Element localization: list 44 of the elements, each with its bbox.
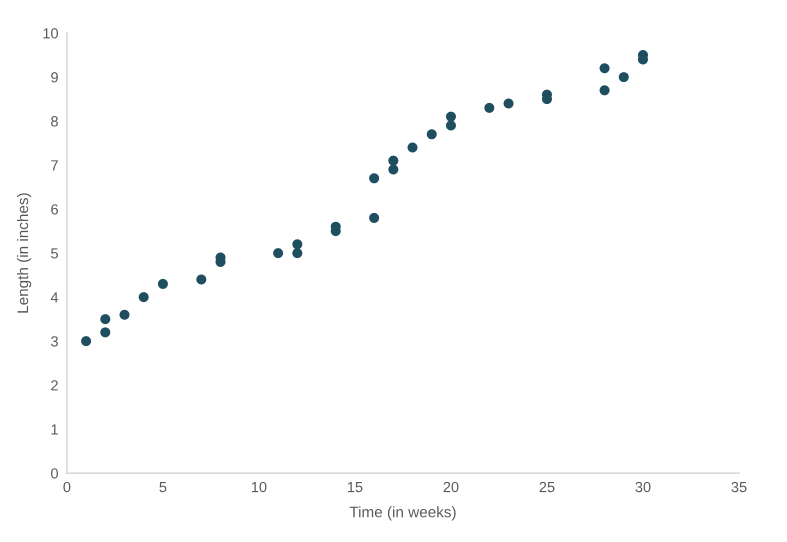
y-tick-label: 5 xyxy=(51,248,58,259)
y-tick-label: 10 xyxy=(43,28,58,38)
point xyxy=(81,336,92,346)
x-axis-title: Time (in weeks) xyxy=(350,506,456,520)
point xyxy=(446,112,456,122)
y-tick-label: 9 xyxy=(51,72,58,82)
point xyxy=(600,85,610,96)
point xyxy=(446,120,456,130)
point xyxy=(292,248,302,258)
point xyxy=(426,129,437,140)
point xyxy=(273,248,284,258)
point xyxy=(618,72,629,82)
y-tick-label: 7 xyxy=(51,160,58,170)
point xyxy=(484,102,494,113)
point xyxy=(600,63,610,74)
point xyxy=(388,164,398,174)
point xyxy=(158,278,168,289)
x-tick-label: 35 xyxy=(731,482,746,492)
point xyxy=(369,173,380,184)
y-axis-title: Length (in inches) xyxy=(16,193,32,313)
x-tick-label: 30 xyxy=(635,482,651,492)
y-tick-label: 8 xyxy=(51,116,58,127)
x-tick-label: 15 xyxy=(348,482,362,492)
y-tick-label: 3 xyxy=(51,336,58,347)
point xyxy=(100,327,110,338)
point xyxy=(388,156,398,166)
y-tick-label: 0 xyxy=(51,468,58,479)
point xyxy=(369,212,380,223)
y-tick-label: 1 xyxy=(52,424,58,434)
point xyxy=(504,98,514,108)
x-tick-label: 0 xyxy=(63,482,70,492)
x-tick-label: 20 xyxy=(444,482,458,492)
x-tick-label: 25 xyxy=(540,482,554,492)
point xyxy=(196,274,206,285)
x-tick-label: 5 xyxy=(159,482,166,492)
y-tick-label: 6 xyxy=(51,204,58,215)
point xyxy=(100,314,110,324)
y-tick-label: 2 xyxy=(51,380,58,390)
point xyxy=(408,142,418,152)
point xyxy=(119,310,130,320)
point xyxy=(292,239,302,250)
y-tick-label: 4 xyxy=(50,292,58,302)
x-tick-label: 10 xyxy=(252,482,266,492)
point xyxy=(138,292,149,302)
